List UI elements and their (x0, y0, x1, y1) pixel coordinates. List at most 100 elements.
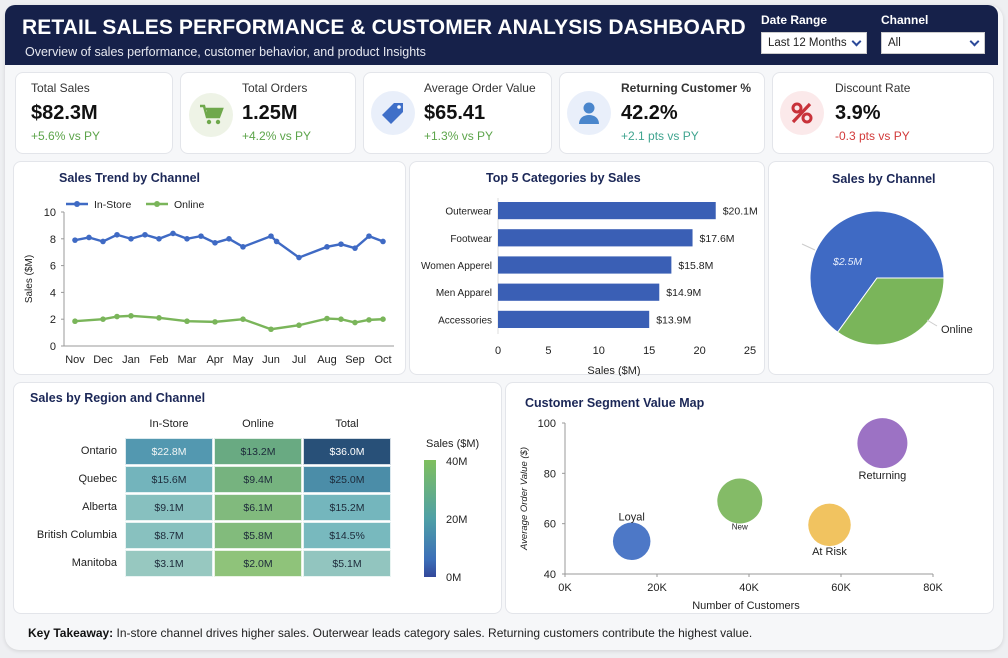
category-label: Footwear (450, 234, 492, 245)
y-tick-label: 80 (544, 468, 556, 480)
legend-label: In-Store (94, 199, 132, 211)
data-point (324, 315, 330, 322)
heatmap-cell: $15.6M (125, 466, 213, 493)
bar (498, 310, 650, 328)
data-label: $13.9M (656, 314, 691, 326)
kpi-card-returning-customer: Returning Customer % 42.2% +2.1 pts vs P… (559, 72, 765, 154)
channel-select[interactable]: All (881, 32, 985, 54)
chevron-down-icon (969, 36, 980, 46)
kpi-delta: +4.2% vs PY (242, 129, 312, 143)
y-tick-label: 10 (44, 207, 56, 219)
x-tick-label: May (233, 354, 254, 366)
bubble-label: At Risk (812, 546, 847, 558)
colorbar (424, 460, 436, 577)
heatmap-row-label: Alberta (82, 501, 117, 513)
data-point (296, 254, 302, 261)
y-tick-label: 40 (544, 569, 556, 581)
series-line-online (74, 314, 384, 331)
heatmap-cell: $5.1M (303, 550, 391, 577)
data-point (128, 313, 134, 319)
heatmap-cell: $5.8M (214, 522, 302, 549)
heatmap-row-label: Ontario (80, 445, 117, 457)
y-axis-label: Sales ($M) (24, 255, 35, 303)
data-point (352, 245, 358, 251)
chart-title: Customer Segment Value Map (525, 396, 705, 410)
kpi-delta: +1.3% vs PY (424, 129, 494, 143)
x-tick-label: 0 (495, 345, 501, 357)
x-tick-label: Apr (206, 354, 223, 366)
top-categories-chart: Outerwear $20.1M Footwear $17.6M Women Apper… (421, 198, 758, 376)
y-axis-label: Average Order Value ($) (519, 447, 530, 551)
data-point (380, 238, 386, 245)
heatmap-row-label: Quebec (78, 473, 117, 485)
kpi-value: 42.2% (621, 102, 678, 124)
key-takeaway: Key Takeaway: In-store channel drives hi… (28, 626, 752, 640)
user-icon (567, 91, 611, 135)
x-tick-label: Jul (292, 354, 306, 366)
slice-label: Online (941, 324, 973, 336)
channel-filter: Channel All (881, 13, 985, 54)
date-range-select[interactable]: Last 12 Months (761, 32, 867, 54)
takeaway-text: In-store channel drives higher sales. Ou… (113, 626, 753, 640)
x-tick-label: Mar (178, 354, 197, 366)
heatmap-cell: $15.2M (303, 494, 391, 521)
x-tick-label: 40K (739, 582, 759, 594)
category-label: Men Apparel (436, 288, 492, 299)
legend-label: Online (174, 199, 205, 211)
data-point (240, 244, 246, 250)
x-tick-label: Oct (374, 354, 391, 366)
colorbar-tick: 40M (446, 456, 468, 468)
kpi-delta: -0.3 pts vs PY (835, 129, 910, 143)
data-label: $17.6M (700, 233, 735, 245)
x-tick-label: 5 (545, 345, 551, 357)
data-point (100, 316, 106, 322)
legend-marker (74, 201, 80, 207)
heatmap-cell: $14.5% (303, 522, 391, 549)
chart-title: Sales by Channel (832, 172, 936, 186)
y-tick-label: 8 (50, 234, 56, 246)
chevron-down-icon (851, 36, 862, 46)
colorbar-tick: 20M (446, 514, 468, 526)
heatmap-cell: $9.1M (125, 494, 213, 521)
x-tick-label: 10 (593, 345, 605, 357)
percent-icon (780, 91, 824, 135)
x-tick-label: 25 (744, 345, 756, 357)
heatmap-column-header: In-Store (149, 418, 189, 430)
data-point (72, 318, 78, 325)
data-point (352, 319, 358, 326)
x-tick-label: 15 (643, 345, 655, 357)
x-axis-label: Number of Customers (692, 600, 800, 612)
sales-by-channel-card: Sales by Channel $2.5M Online (768, 161, 994, 375)
x-axis-label: Sales ($M) (587, 365, 640, 376)
data-point (240, 316, 246, 322)
data-label: $14.9M (666, 287, 701, 299)
category-label: Accessories (438, 315, 492, 326)
sales-by-channel-chart: $2.5M Online (801, 210, 973, 346)
kpi-title: Total Orders (242, 81, 308, 95)
page-title: RETAIL SALES PERFORMANCE & CUSTOMER ANAL… (22, 16, 746, 39)
data-point (366, 233, 372, 239)
channel-value: All (888, 37, 901, 49)
shopping-cart-icon (189, 93, 233, 137)
data-point (114, 313, 120, 320)
data-point (156, 236, 162, 242)
heatmap-cell: $25.0M (303, 466, 391, 493)
category-label: Women Apperel (421, 261, 492, 272)
data-point (86, 234, 92, 241)
data-point (72, 237, 78, 243)
y-tick-label: 2 (50, 314, 56, 326)
chart-title: Sales Trend by Channel (59, 171, 201, 185)
x-tick-label: Nov (65, 354, 85, 366)
date-range-filter: Date Range Last 12 Months (761, 13, 867, 54)
kpi-value: $65.41 (424, 102, 486, 124)
sales-trend-chart: 0 2 4 6 8 10 Nov Dec Jan Feb Mar Apr May Jun Jul Aug Sep… (24, 199, 394, 366)
x-tick-label: Dec (93, 354, 113, 366)
data-point (324, 244, 330, 250)
x-tick-label: 20K (647, 582, 667, 594)
kpi-card-discount-rate: Discount Rate 3.9% -0.3 pts vs PY (772, 72, 994, 154)
kpi-delta: +5.6% vs PY (31, 129, 101, 143)
heatmap-row-label: British Columbia (36, 529, 117, 541)
data-label: $20.1M (723, 206, 758, 218)
date-range-value: Last 12 Months (768, 37, 847, 49)
x-tick-label: 60K (831, 582, 851, 594)
